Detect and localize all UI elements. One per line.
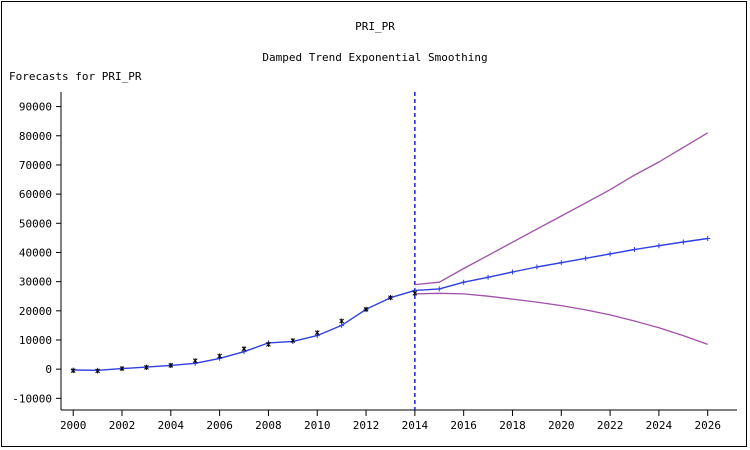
observed-point	[168, 362, 174, 368]
observed-point	[266, 341, 271, 347]
y-tick-label: 20000	[19, 305, 52, 318]
x-tick-label: 2010	[304, 419, 331, 432]
forecast-line	[73, 237, 708, 371]
chart-title: PRI_PR	[355, 20, 395, 33]
forecast-point	[656, 243, 662, 249]
x-tick-label: 2000	[60, 419, 87, 432]
y-tick-label: 70000	[19, 159, 52, 172]
chart-subtitle: Damped Trend Exponential Smoothing	[262, 51, 487, 64]
plot-area: -10000 0 10000 20000 30000 40000 50000 60000 700…	[12, 92, 737, 432]
forecast-point	[436, 286, 442, 292]
forecast-point	[509, 269, 515, 275]
observed-point	[192, 358, 198, 364]
forecast-point	[339, 322, 345, 328]
x-tick-label: 2002	[109, 419, 136, 432]
observed-point	[119, 366, 125, 372]
observed-point	[363, 306, 369, 312]
observed-point	[388, 295, 393, 301]
observed-point	[339, 318, 345, 324]
forecast-point	[583, 255, 589, 261]
x-tick-label: 2024	[646, 419, 673, 432]
forecast-point	[461, 279, 467, 285]
y-tick-label: 10000	[19, 334, 52, 347]
x-tick-label: 2004	[158, 419, 185, 432]
forecast-point	[607, 251, 613, 257]
x-tick-label: 2014	[402, 419, 429, 432]
observed-point	[95, 368, 100, 374]
forecast-point	[705, 235, 711, 241]
observed-point	[412, 290, 418, 296]
observed-point	[314, 330, 320, 336]
y-tick-label: 0	[45, 363, 52, 376]
x-tick-label: 2022	[597, 419, 624, 432]
upper-confidence-line	[414, 132, 709, 286]
x-tick-label: 2008	[255, 419, 282, 432]
x-tick-label: 2016	[450, 419, 477, 432]
y-tick-label: 40000	[19, 246, 52, 259]
y-tick-label: 90000	[19, 101, 52, 114]
forecast-point	[558, 260, 564, 266]
observed-point	[70, 368, 76, 374]
y-tick-label: 80000	[19, 130, 52, 143]
forecast-point	[534, 264, 540, 270]
observed-point	[144, 364, 149, 370]
x-tick-label: 2020	[548, 419, 575, 432]
observed-point	[217, 353, 222, 359]
x-tick-label: 2012	[353, 419, 380, 432]
y-tick-label: -10000	[12, 392, 52, 405]
forecast-point	[632, 247, 638, 253]
y-tick-label: 30000	[19, 276, 52, 289]
y-tick-label: 50000	[19, 217, 52, 230]
forecast-point	[485, 274, 491, 280]
x-tick-label: 2026	[694, 419, 721, 432]
forecast-point	[680, 239, 686, 245]
x-tick-label: 2018	[499, 419, 526, 432]
y-axis-label: Forecasts for PRI_PR	[9, 70, 142, 83]
lower-confidence-line	[414, 292, 708, 346]
x-tick-label: 2006	[206, 419, 233, 432]
y-tick-label: 60000	[19, 188, 52, 201]
observed-point	[290, 338, 296, 344]
observed-point	[241, 346, 247, 352]
